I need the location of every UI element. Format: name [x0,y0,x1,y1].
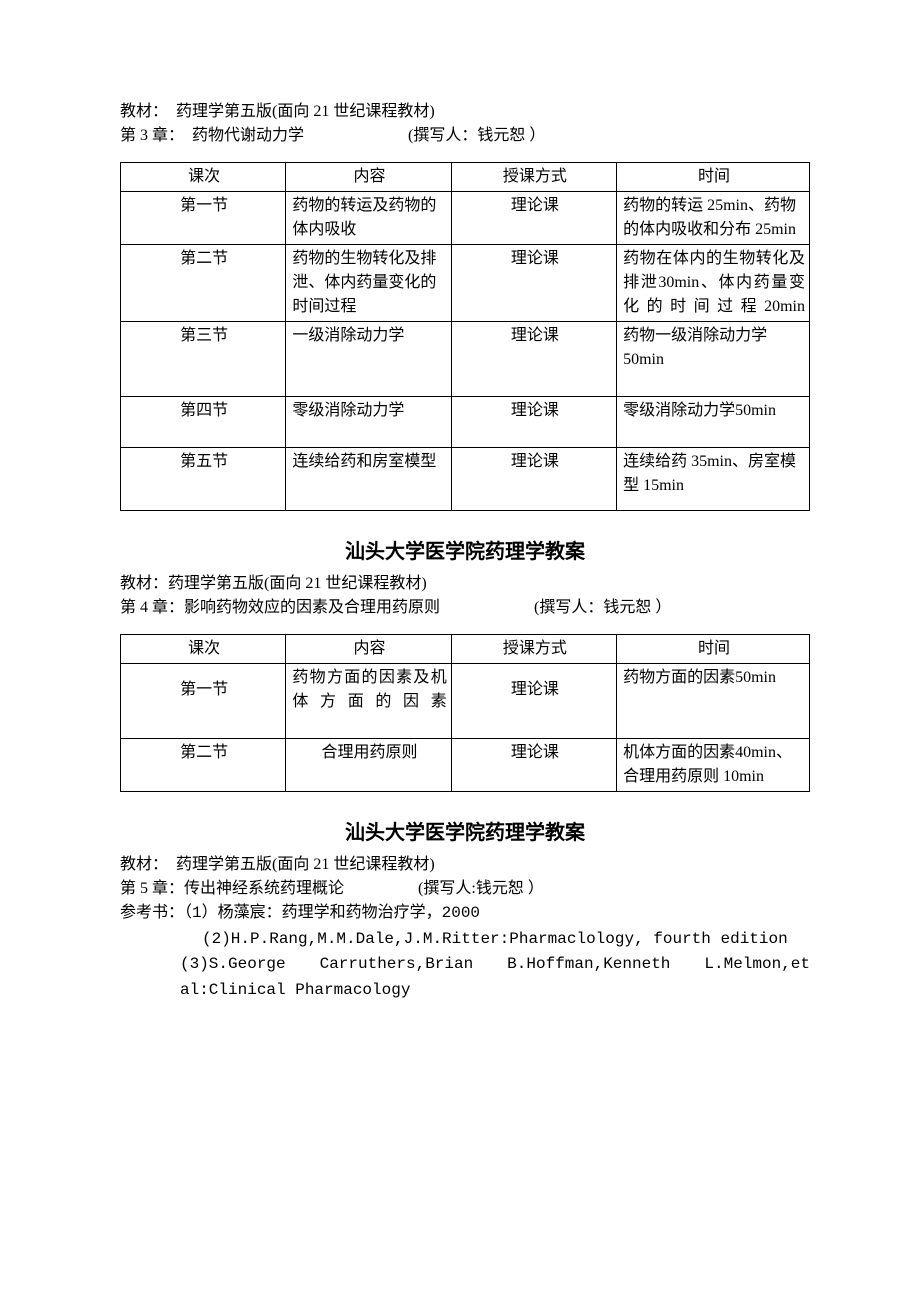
ch5-ref-2: (2)H.P.Rang,M.M.Dale,J.M.Ritter:Pharmacl… [120,927,810,953]
ch4-author: (撰写人：钱元恕 ） [534,599,671,616]
th-content: 内容 [286,635,451,664]
ch3-chapter: 药物代谢动力学 [192,127,304,144]
table-row: 第五节 连续给药和房室模型 理论课 连续给药 35min、房室模型 15min [121,448,810,511]
ch5-ref-3: (3)S.George Carruthers,Brian B.Hoffman,K… [120,952,810,1003]
table-header-row: 课次 内容 授课方式 时间 [121,635,810,664]
cell-time: 药物的转运 25min、药物的体内吸收和分布 25min [617,192,810,245]
ch5-chapter: 传出神经系统药理概论 [184,880,344,897]
ch3-chapter-line: 第 3 章： 药物代谢动力学 (撰写人：钱元恕 ） [120,124,810,148]
cell-session: 第一节 [121,664,286,739]
ch3-chapter-label: 第 3 章： [120,127,184,144]
th-time: 时间 [617,635,810,664]
cell-session: 第四节 [121,397,286,448]
cell-time: 药物一级消除动力学 50min [617,322,810,397]
cell-session: 第三节 [121,322,286,397]
cell-content: 连续给药和房室模型 [286,448,451,511]
table-row: 第四节 零级消除动力学 理论课 零级消除动力学50min [121,397,810,448]
ch5-textbook-line: 教材： 药理学第五版(面向 21 世纪课程教材) [120,853,810,877]
cell-mode: 理论课 [451,322,616,397]
ch5-textbook: 药理学第五版(面向 21 世纪课程教材) [176,856,435,873]
cell-time: 药物方面的因素50min [617,664,810,739]
cell-content: 零级消除动力学 [286,397,451,448]
ch5-textbook-label: 教材： [120,856,168,873]
ch3-textbook: 药理学第五版(面向 21 世纪课程教材) [176,103,435,120]
cell-content: 合理用药原则 [286,739,451,792]
ch5-ref-label: 参考书： [120,904,184,922]
cell-content: 一级消除动力学 [286,322,451,397]
ch5-ref-1: 参考书：（1）杨藻宸：药理学和药物治疗学，2000 [120,901,810,927]
ch5-chapter-line: 第 5 章：传出神经系统药理概论 (撰写人:钱元恕 ） [120,877,810,901]
cell-session: 第二节 [121,245,286,322]
ch4-textbook: 药理学第五版(面向 21 世纪课程教材) [168,575,427,592]
ch4-table: 课次 内容 授课方式 时间 第一节 药物方面的因素及机体方面的因素 理论课 药物… [120,634,810,792]
table-row: 第三节 一级消除动力学 理论课 药物一级消除动力学 50min [121,322,810,397]
cell-mode: 理论课 [451,245,616,322]
th-content: 内容 [286,163,451,192]
cell-time: 机体方面的因素40min、合理用药原则 10min [617,739,810,792]
cell-content: 药物的转运及药物的体内吸收 [286,192,451,245]
ch5-title: 汕头大学医学院药理学教案 [120,816,810,845]
table-row: 第一节 药物方面的因素及机体方面的因素 理论课 药物方面的因素50min [121,664,810,739]
ch4-chapter-label: 第 4 章： [120,599,184,616]
th-mode: 授课方式 [451,635,616,664]
cell-session: 第五节 [121,448,286,511]
cell-session: 第一节 [121,192,286,245]
th-session: 课次 [121,163,286,192]
ch3-textbook-line: 教材： 药理学第五版(面向 21 世纪课程教材) [120,100,810,124]
cell-time: 药物在体内的生物转化及排泄30min、体内药量变化的时间过程20min [617,245,810,322]
th-session: 课次 [121,635,286,664]
cell-mode: 理论课 [451,739,616,792]
ch3-author: (撰写人：钱元恕 ） [408,127,545,144]
table-header-row: 课次 内容 授课方式 时间 [121,163,810,192]
ch4-chapter-line: 第 4 章：影响药物效应的因素及合理用药原则 (撰写人：钱元恕 ） [120,596,810,620]
th-time: 时间 [617,163,810,192]
table-row: 第二节 药物的生物转化及排泄、体内药量变化的时间过程 理论课 药物在体内的生物转… [121,245,810,322]
cell-time: 零级消除动力学50min [617,397,810,448]
th-mode: 授课方式 [451,163,616,192]
cell-mode: 理论课 [451,397,616,448]
cell-mode: 理论课 [451,192,616,245]
cell-time: 连续给药 35min、房室模型 15min [617,448,810,511]
document-page: 教材： 药理学第五版(面向 21 世纪课程教材) 第 3 章： 药物代谢动力学 … [0,0,920,1043]
table-row: 第一节 药物的转运及药物的体内吸收 理论课 药物的转运 25min、药物的体内吸… [121,192,810,245]
ch3-table: 课次 内容 授课方式 时间 第一节 药物的转运及药物的体内吸收 理论课 药物的转… [120,162,810,511]
ch5-chapter-label: 第 5 章： [120,880,184,897]
ch3-textbook-label: 教材： [120,103,168,120]
ch5-author: (撰写人:钱元恕 ） [418,880,544,897]
cell-content: 药物的生物转化及排泄、体内药量变化的时间过程 [286,245,451,322]
table-row: 第二节 合理用药原则 理论课 机体方面的因素40min、合理用药原则 10min [121,739,810,792]
cell-content: 药物方面的因素及机体方面的因素 [286,664,451,739]
ch4-chapter: 影响药物效应的因素及合理用药原则 [184,599,440,616]
ch4-title: 汕头大学医学院药理学教案 [120,535,810,564]
cell-mode: 理论课 [451,448,616,511]
ch4-textbook-label: 教材： [120,575,168,592]
cell-session: 第二节 [121,739,286,792]
cell-mode: 理论课 [451,664,616,739]
ch4-textbook-line: 教材：药理学第五版(面向 21 世纪课程教材) [120,572,810,596]
